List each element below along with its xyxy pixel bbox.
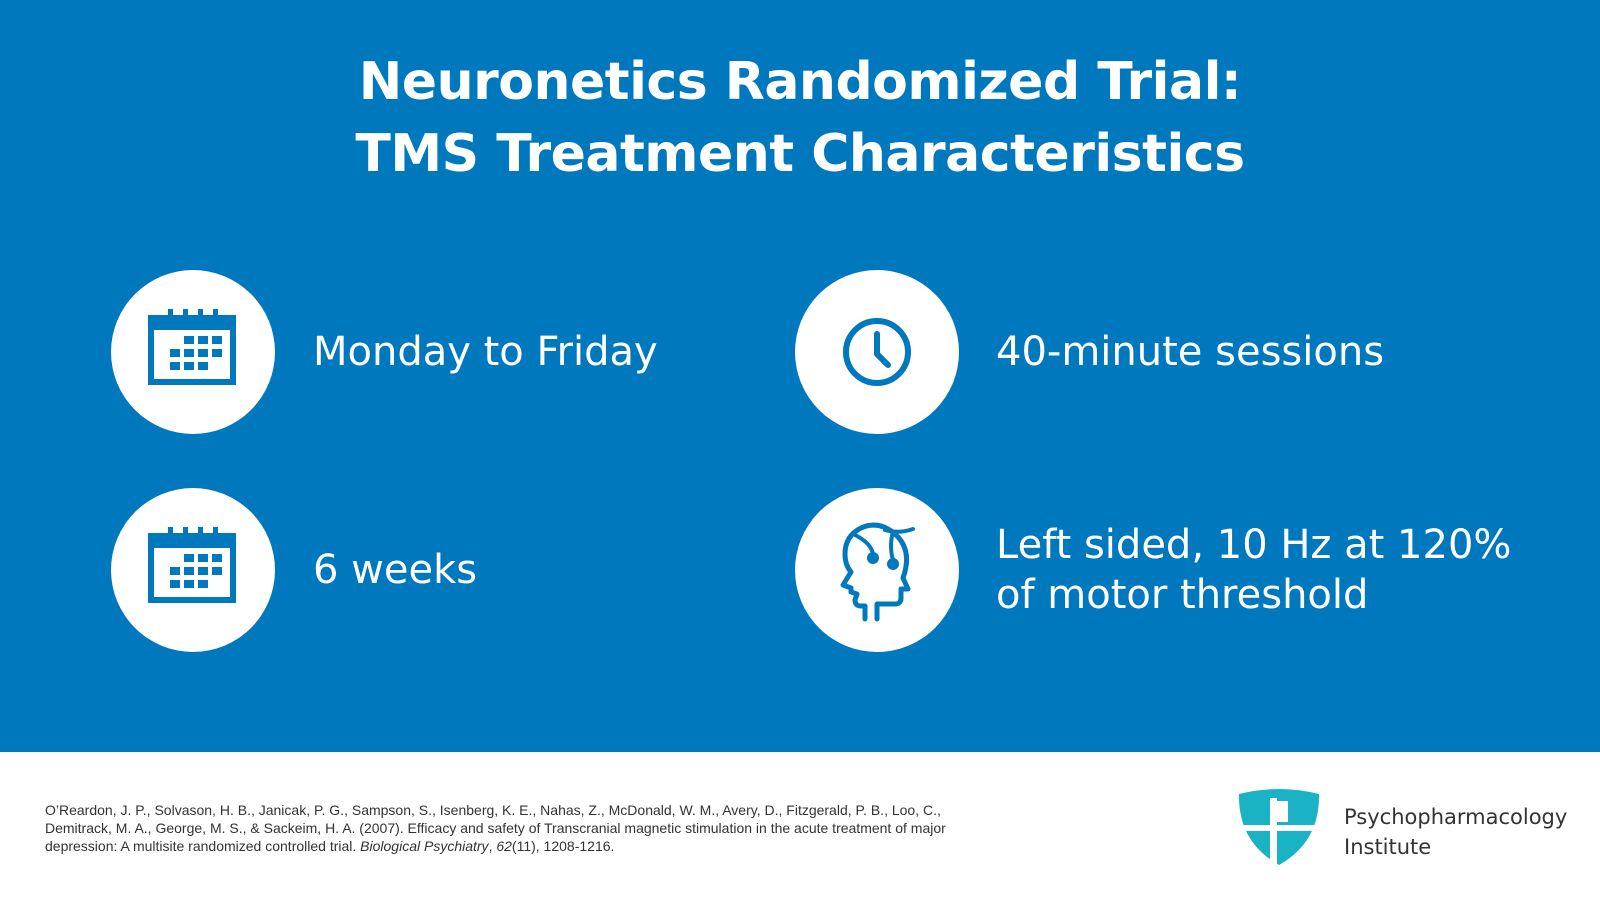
feature-protocol-line-1: Left sided, 10 Hz at 120% bbox=[996, 522, 1512, 568]
feature-duration-text: 40-minute sessions bbox=[996, 327, 1384, 377]
feature-protocol-text: Left sided, 10 Hz at 120% of motor thres… bbox=[996, 520, 1511, 620]
clock-icon bbox=[843, 318, 911, 386]
head-icon-circle bbox=[795, 488, 959, 652]
calendar-icon bbox=[148, 309, 236, 385]
citation-volume: 62 bbox=[496, 838, 512, 854]
feature-schedule-line-1: Monday to Friday bbox=[313, 329, 658, 375]
title-line-1: Neuronetics Randomized Trial: bbox=[358, 52, 1242, 112]
feature-duration-line-1: 40-minute sessions bbox=[996, 329, 1385, 375]
feature-length-text: 6 weeks bbox=[313, 545, 477, 595]
shield-logo-icon bbox=[1238, 789, 1320, 865]
citation-separator: , bbox=[488, 838, 497, 854]
header-panel: Neuronetics Randomized Trial: TMS Treatm… bbox=[0, 0, 1600, 752]
calendar-icon-circle-2 bbox=[111, 488, 275, 652]
title-line-2: TMS Treatment Characteristics bbox=[355, 124, 1245, 184]
calendar-icon bbox=[148, 527, 236, 603]
clock-icon-circle bbox=[795, 270, 959, 434]
slide-title: Neuronetics Randomized Trial: TMS Treatm… bbox=[0, 46, 1600, 190]
citation: O’Reardon, J. P., Solvason, H. B., Janic… bbox=[45, 801, 1005, 855]
logo-line-1: Psychopharmacology bbox=[1344, 805, 1568, 829]
citation-text: O’Reardon, J. P., Solvason, H. B., Janic… bbox=[45, 802, 946, 854]
logo-line-2: Institute bbox=[1344, 835, 1432, 859]
head-electrodes-icon bbox=[840, 522, 915, 622]
feature-schedule-text: Monday to Friday bbox=[313, 327, 658, 377]
citation-pages: (11), 1208-1216. bbox=[511, 838, 615, 854]
calendar-icon-circle bbox=[111, 270, 275, 434]
logo-wordmark: Psychopharmacology Institute bbox=[1344, 802, 1567, 862]
citation-journal: Biological Psychiatry bbox=[360, 838, 489, 854]
feature-protocol-line-2: of motor threshold bbox=[996, 572, 1369, 618]
feature-length-line-1: 6 weeks bbox=[313, 547, 478, 593]
